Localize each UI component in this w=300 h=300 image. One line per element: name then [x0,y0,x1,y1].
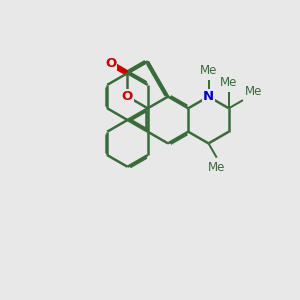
Text: N: N [203,90,214,103]
Text: O: O [105,57,116,70]
Text: Me: Me [208,160,225,174]
Text: O: O [103,56,114,69]
Text: Me: Me [244,85,262,98]
Text: Me: Me [200,64,217,76]
Text: O: O [122,90,133,103]
Text: Me: Me [220,76,238,89]
